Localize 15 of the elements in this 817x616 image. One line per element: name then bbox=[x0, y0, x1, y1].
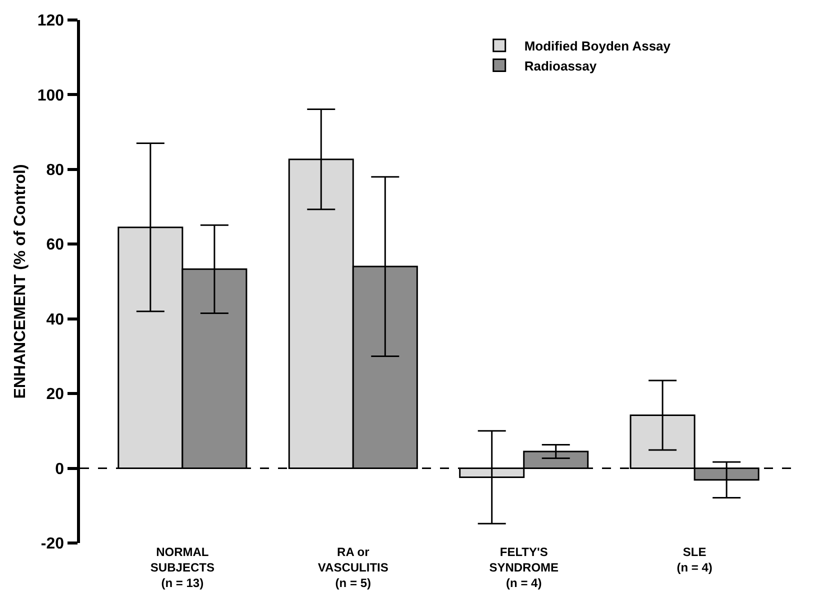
y-axis-title: ENHANCEMENT (% of Control) bbox=[12, 164, 30, 399]
y-tick-label: 0 bbox=[55, 460, 64, 478]
y-tick-label: 120 bbox=[37, 12, 64, 30]
x-tick-label: RA or VASCULITIS (n = 5) bbox=[318, 545, 388, 590]
y-tick-label: 80 bbox=[46, 162, 64, 180]
x-tick-label: NORMAL SUBJECTS (n = 13) bbox=[150, 545, 214, 590]
x-tick-label: FELTY'S SYNDROME (n = 4) bbox=[489, 545, 559, 590]
legend-label: Radioassay bbox=[524, 58, 598, 74]
y-tick-label: 100 bbox=[37, 87, 64, 104]
y-tick-label: 40 bbox=[46, 311, 64, 328]
y-tick-label: 60 bbox=[46, 236, 64, 254]
x-tick-label: SLE (n = 4) bbox=[676, 545, 712, 575]
y-tick-label: 20 bbox=[46, 386, 64, 404]
legend-label: Modified Boyden Assay bbox=[524, 38, 672, 54]
y-tick-label: -20 bbox=[40, 536, 64, 553]
